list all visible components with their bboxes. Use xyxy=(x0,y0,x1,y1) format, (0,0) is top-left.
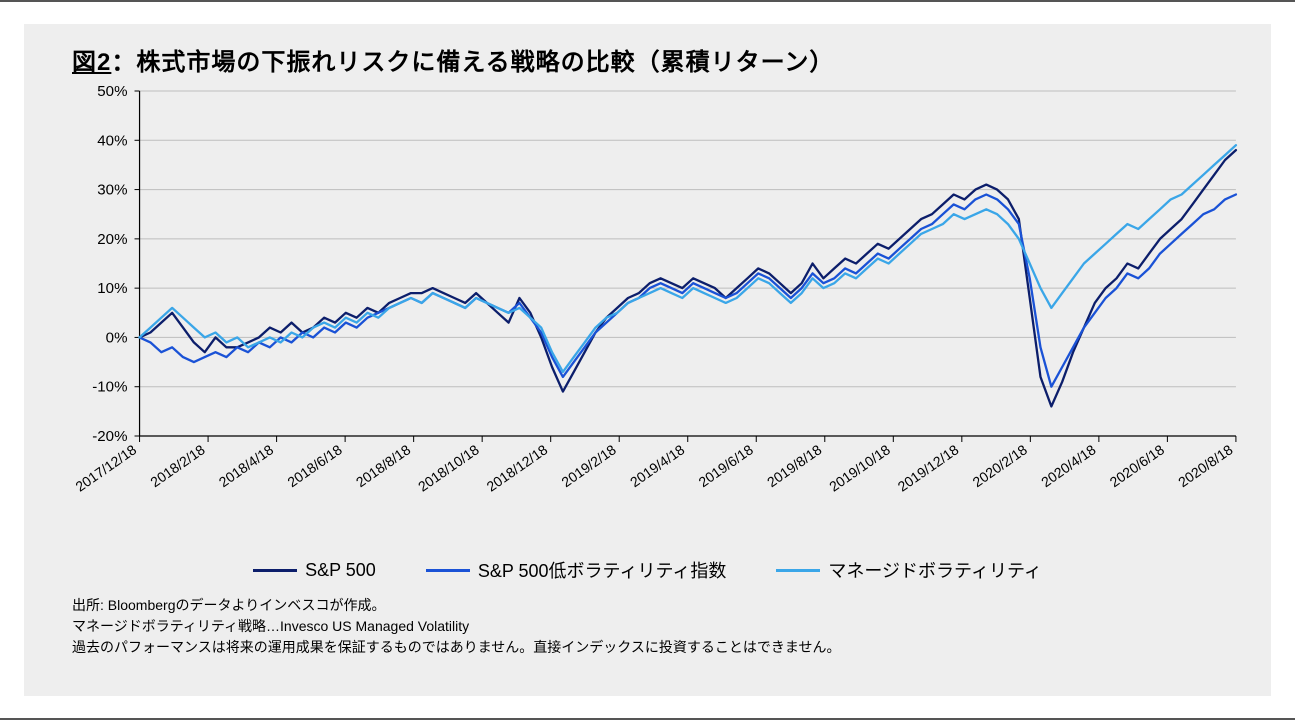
legend-label: マネージドボラティリティ xyxy=(828,557,1041,583)
footnote-line: マネージドボラティリティ戦略…Invesco US Managed Volati… xyxy=(72,616,1251,637)
footnote-line: 出所: Bloombergのデータよりインベスコが作成。 xyxy=(72,595,1251,616)
svg-text:20%: 20% xyxy=(97,231,127,248)
legend-item: マネージドボラティリティ xyxy=(776,557,1041,583)
svg-text:50%: 50% xyxy=(97,83,127,100)
svg-text:2020/4/18: 2020/4/18 xyxy=(1038,441,1099,490)
svg-text:2019/6/18: 2019/6/18 xyxy=(695,441,756,490)
chart-panel: 図2：株式市場の下振れリスクに備える戦略の比較（累積リターン） -20% -10%… xyxy=(24,24,1271,696)
svg-text:2020/2/18: 2020/2/18 xyxy=(970,441,1031,490)
legend-item: S&P 500低ボラティリティ指数 xyxy=(426,557,727,583)
svg-text:0%: 0% xyxy=(106,329,128,346)
legend-label: S&P 500低ボラティリティ指数 xyxy=(478,557,727,583)
legend-item: S&P 500 xyxy=(253,560,376,581)
svg-text:10%: 10% xyxy=(97,280,127,297)
svg-text:2020/6/18: 2020/6/18 xyxy=(1107,441,1168,490)
title-sep: ： xyxy=(111,49,136,76)
footnotes: 出所: Bloombergのデータよりインベスコが作成。マネージドボラティリティ… xyxy=(72,595,1251,658)
svg-text:2019/4/18: 2019/4/18 xyxy=(627,441,688,490)
svg-text:2018/4/18: 2018/4/18 xyxy=(216,441,277,490)
svg-text:2019/2/18: 2019/2/18 xyxy=(558,441,619,490)
svg-text:2017/12/18: 2017/12/18 xyxy=(72,441,139,494)
svg-text:40%: 40% xyxy=(97,132,127,149)
svg-text:2020/8/18: 2020/8/18 xyxy=(1175,441,1236,490)
svg-text:2019/8/18: 2019/8/18 xyxy=(764,441,825,490)
svg-text:2018/6/18: 2018/6/18 xyxy=(284,441,345,490)
svg-text:2018/8/18: 2018/8/18 xyxy=(353,441,414,490)
title-label: 図2 xyxy=(72,49,111,76)
svg-text:2019/12/18: 2019/12/18 xyxy=(895,441,962,494)
svg-text:2018/10/18: 2018/10/18 xyxy=(415,441,482,494)
svg-text:2019/10/18: 2019/10/18 xyxy=(826,441,893,494)
legend: S&P 500 S&P 500低ボラティリティ指数 マネージドボラティリティ xyxy=(44,557,1251,583)
line-chart: -20%-10%0%10%20%30%40%50%2017/12/182018/… xyxy=(44,81,1251,551)
svg-text:2018/12/18: 2018/12/18 xyxy=(483,441,550,494)
legend-swatch xyxy=(426,569,470,572)
legend-swatch xyxy=(776,569,820,572)
svg-text:-20%: -20% xyxy=(92,428,127,445)
svg-text:30%: 30% xyxy=(97,182,127,199)
chart-title: 図2：株式市場の下振れリスクに備える戦略の比較（累積リターン） xyxy=(72,42,1251,77)
svg-text:-10%: -10% xyxy=(92,379,127,396)
legend-swatch xyxy=(253,569,297,572)
footnote-line: 過去のパフォーマンスは将来の運用成果を保証するものではありません。直接インデック… xyxy=(72,637,1251,658)
svg-text:2018/2/18: 2018/2/18 xyxy=(147,441,208,490)
title-text: 株式市場の下振れリスクに備える戦略の比較（累積リターン） xyxy=(136,49,834,76)
legend-label: S&P 500 xyxy=(305,560,376,581)
